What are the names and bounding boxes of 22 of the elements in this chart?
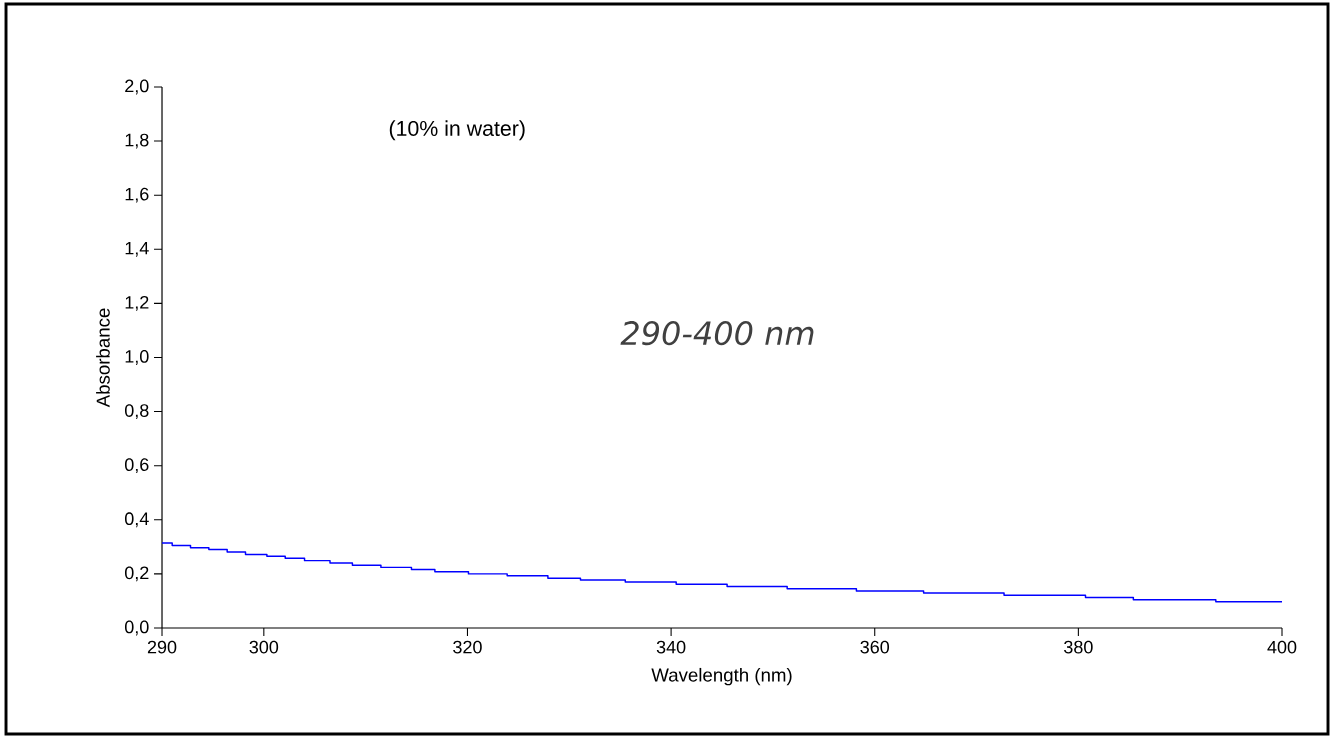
annotation: 290-400 nm <box>620 321 814 346</box>
x-tick-label: 320 <box>453 640 482 654</box>
x-axis-title: Wavelength (nm) <box>651 667 792 686</box>
y-tick-label: 1,2 <box>125 295 149 311</box>
y-tick-label: 0,2 <box>124 566 149 582</box>
y-tick-label: 1,8 <box>125 133 149 149</box>
y-tick-label: 1,4 <box>125 241 149 257</box>
x-tick-label: 340 <box>656 640 686 654</box>
y-tick-label: 1,6 <box>125 187 149 203</box>
x-tick-label: 380 <box>1064 640 1093 654</box>
x-tick-label: 360 <box>860 640 890 654</box>
x-tick-label: 290 <box>147 640 177 654</box>
y-tick-label: 2,0 <box>125 79 149 95</box>
y-tick-label: 0,4 <box>124 512 149 528</box>
y-tick-label: 1,0 <box>125 350 149 365</box>
annotation: (10% in water) <box>389 120 525 141</box>
y-axis-title: Absorbance <box>96 308 110 408</box>
y-tick-label: 0,0 <box>124 620 149 636</box>
y-tick-label: 0,6 <box>124 458 149 474</box>
x-tick-label: 400 <box>1267 640 1297 654</box>
y-tick-label: 0,8 <box>124 404 149 420</box>
x-tick-label: 300 <box>249 640 279 654</box>
